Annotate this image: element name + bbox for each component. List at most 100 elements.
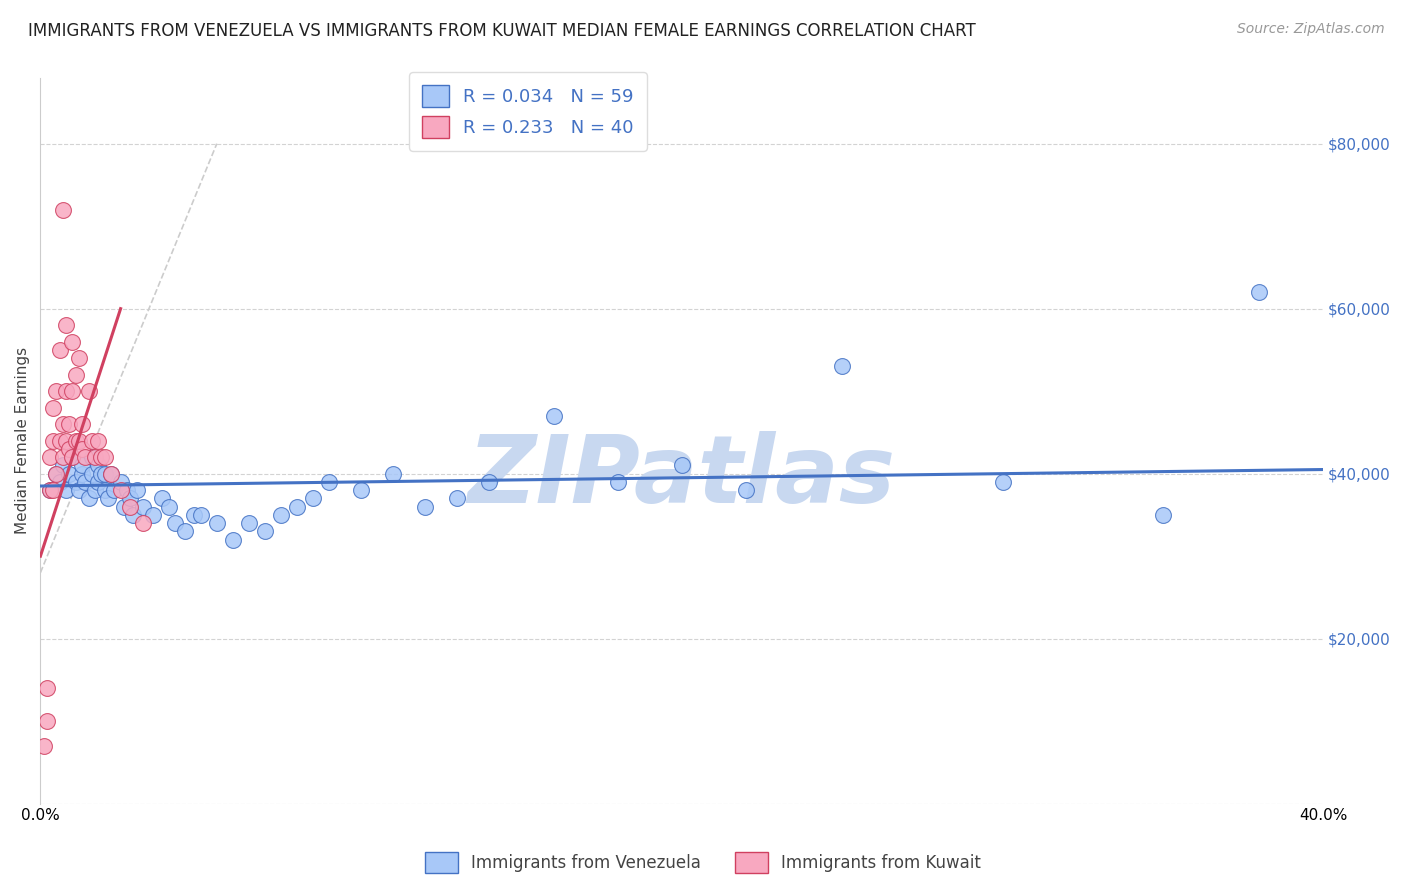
- Point: [42, 401, 65, 415]
- Point: [165, 516, 187, 530]
- Point: [606, 475, 628, 489]
- Point: [39, 483, 62, 497]
- Point: [238, 516, 260, 530]
- Point: [58, 417, 80, 432]
- Point: [67, 351, 90, 366]
- Point: [1152, 508, 1174, 522]
- Point: [65, 434, 87, 448]
- Point: [62, 384, 84, 399]
- Point: [42, 434, 65, 448]
- Point: [205, 516, 228, 530]
- Point: [62, 334, 84, 349]
- Point: [42, 483, 65, 497]
- Point: [831, 359, 853, 374]
- Point: [67, 434, 90, 448]
- Point: [48, 434, 70, 448]
- Point: [32, 739, 55, 753]
- Point: [115, 483, 138, 497]
- Point: [52, 417, 75, 432]
- Point: [318, 475, 340, 489]
- Point: [142, 508, 165, 522]
- Point: [100, 467, 122, 481]
- Text: ZIPatlas: ZIPatlas: [468, 431, 896, 523]
- Point: [132, 500, 155, 514]
- Point: [80, 467, 103, 481]
- Point: [150, 491, 173, 506]
- Point: [52, 458, 75, 473]
- Point: [84, 483, 107, 497]
- Point: [382, 467, 405, 481]
- Point: [120, 491, 142, 506]
- Point: [478, 475, 501, 489]
- Point: [48, 343, 70, 357]
- Point: [80, 434, 103, 448]
- Point: [77, 384, 100, 399]
- Point: [122, 508, 145, 522]
- Point: [35, 714, 58, 728]
- Point: [190, 508, 212, 522]
- Point: [285, 500, 308, 514]
- Point: [112, 500, 135, 514]
- Point: [446, 491, 468, 506]
- Point: [735, 483, 758, 497]
- Point: [253, 524, 276, 539]
- Point: [75, 475, 97, 489]
- Point: [1249, 285, 1271, 300]
- Point: [77, 491, 100, 506]
- Point: [62, 450, 84, 465]
- Point: [39, 450, 62, 465]
- Point: [413, 500, 436, 514]
- Point: [62, 450, 84, 465]
- Point: [302, 491, 325, 506]
- Point: [67, 483, 90, 497]
- Point: [93, 483, 115, 497]
- Point: [120, 500, 142, 514]
- Point: [75, 450, 97, 465]
- Point: [45, 467, 67, 481]
- Point: [58, 467, 80, 481]
- Point: [270, 508, 292, 522]
- Point: [90, 450, 112, 465]
- Point: [70, 458, 93, 473]
- Legend: Immigrants from Venezuela, Immigrants from Kuwait: Immigrants from Venezuela, Immigrants fr…: [418, 846, 988, 880]
- Point: [543, 409, 565, 423]
- Point: [70, 467, 93, 481]
- Point: [70, 442, 93, 456]
- Text: Source: ZipAtlas.com: Source: ZipAtlas.com: [1237, 22, 1385, 37]
- Point: [45, 384, 67, 399]
- Point: [84, 450, 107, 465]
- Point: [350, 483, 373, 497]
- Point: [132, 516, 155, 530]
- Point: [65, 368, 87, 382]
- Point: [97, 491, 120, 506]
- Point: [39, 483, 62, 497]
- Point: [125, 483, 148, 497]
- Point: [87, 434, 110, 448]
- Point: [110, 483, 132, 497]
- Point: [45, 467, 67, 481]
- Point: [48, 475, 70, 489]
- Text: IMMIGRANTS FROM VENEZUELA VS IMMIGRANTS FROM KUWAIT MEDIAN FEMALE EARNINGS CORRE: IMMIGRANTS FROM VENEZUELA VS IMMIGRANTS …: [28, 22, 976, 40]
- Point: [58, 442, 80, 456]
- Point: [87, 475, 110, 489]
- Point: [55, 384, 77, 399]
- Point: [671, 458, 693, 473]
- Point: [80, 450, 103, 465]
- Point: [52, 202, 75, 217]
- Point: [93, 450, 115, 465]
- Legend: R = 0.034   N = 59, R = 0.233   N = 40: R = 0.034 N = 59, R = 0.233 N = 40: [409, 72, 647, 151]
- Point: [87, 458, 110, 473]
- Point: [103, 483, 125, 497]
- Point: [173, 524, 195, 539]
- Point: [110, 475, 132, 489]
- Point: [70, 417, 93, 432]
- Point: [222, 533, 245, 547]
- Point: [157, 500, 180, 514]
- Point: [183, 508, 205, 522]
- Point: [52, 450, 75, 465]
- Point: [55, 318, 77, 333]
- Point: [35, 681, 58, 695]
- Point: [93, 467, 115, 481]
- Point: [65, 475, 87, 489]
- Point: [100, 467, 122, 481]
